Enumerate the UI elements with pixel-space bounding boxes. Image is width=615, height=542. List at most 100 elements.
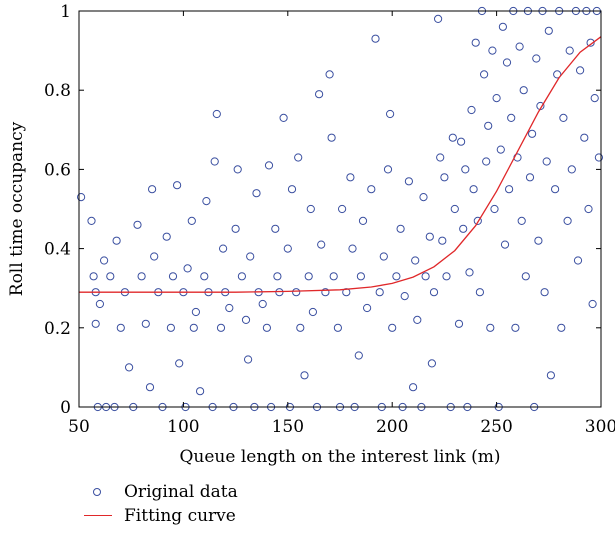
data-point <box>515 42 524 51</box>
data-point <box>100 256 109 265</box>
data-point <box>551 185 560 194</box>
data-point <box>327 133 336 142</box>
data-point <box>308 307 317 317</box>
data-point <box>475 288 484 297</box>
legend-label-fitting-curve: Fitting curve <box>124 506 236 526</box>
x-tick-label: 300 <box>585 417 615 437</box>
data-point <box>317 240 326 249</box>
data-point <box>542 157 551 166</box>
data-point <box>486 323 495 332</box>
data-point <box>409 383 418 392</box>
data-point <box>427 359 436 368</box>
data-point <box>200 272 209 281</box>
data-point <box>187 216 196 225</box>
data-point <box>258 299 267 309</box>
data-point <box>375 288 384 297</box>
x-tick-label: 250 <box>480 417 512 437</box>
data-point <box>202 197 211 206</box>
data-point <box>467 105 476 115</box>
data-point <box>440 173 449 182</box>
data-point <box>321 288 330 297</box>
legend-line-marker <box>84 506 124 526</box>
data-point <box>91 319 100 328</box>
data-point <box>576 66 585 75</box>
data-point <box>306 204 315 214</box>
y-tick-label: 1 <box>60 2 71 22</box>
x-tick-label: 150 <box>272 417 304 437</box>
data-point <box>356 272 365 281</box>
data-point <box>473 216 482 225</box>
data-point <box>325 70 334 79</box>
y-tick-label: 0.6 <box>44 160 71 180</box>
data-point <box>292 288 301 297</box>
data-point <box>252 189 261 198</box>
data-point <box>371 34 380 43</box>
data-point <box>294 153 303 162</box>
data-point <box>534 236 543 245</box>
data-point <box>469 185 478 194</box>
legend-circle-marker <box>84 482 124 502</box>
data-point <box>442 272 451 281</box>
y-tick-label: 0.2 <box>44 319 71 339</box>
data-point <box>580 133 589 142</box>
data-point <box>498 22 507 31</box>
data-point <box>162 232 171 241</box>
data-point <box>112 236 121 245</box>
data-point <box>338 204 347 214</box>
data-point <box>262 323 271 332</box>
data-point <box>329 272 338 281</box>
data-point <box>219 244 228 253</box>
data-point <box>346 173 355 182</box>
data-point <box>507 113 516 123</box>
data-point <box>125 363 134 372</box>
data-point <box>590 94 599 103</box>
data-point <box>392 272 401 281</box>
data-point <box>396 224 405 233</box>
legend-label-original-data: Original data <box>124 482 238 502</box>
data-point <box>511 323 520 332</box>
data-point <box>150 252 159 261</box>
y-axis-ticks: 0 0.2 0.4 0.6 0.8 1 <box>44 2 601 418</box>
data-point <box>244 355 253 364</box>
data-point <box>492 94 501 103</box>
data-point <box>438 236 447 245</box>
y-tick-label: 0 <box>60 398 71 418</box>
data-point <box>77 193 86 202</box>
data-point <box>573 256 583 265</box>
data-point <box>594 153 604 162</box>
data-point <box>434 14 443 23</box>
data-point <box>196 387 205 396</box>
data-point <box>141 319 150 328</box>
data-point <box>457 137 466 146</box>
data-point <box>148 185 157 194</box>
x-tick-label: 100 <box>167 417 199 437</box>
data-point <box>459 224 468 233</box>
data-point <box>183 264 192 273</box>
data-point <box>490 204 499 214</box>
data-point <box>421 272 430 281</box>
data-point <box>425 232 434 241</box>
data-point <box>532 54 541 63</box>
data-point <box>500 240 510 249</box>
data-point <box>116 323 125 332</box>
x-axis-label: Queue length on the interest link (m) <box>179 447 500 467</box>
chart-legend: Original data Fitting curve <box>84 480 238 528</box>
data-point <box>189 323 198 332</box>
data-point <box>400 292 409 301</box>
data-point <box>482 157 491 166</box>
x-axis-ticks: 50 100 150 200 250 300 <box>68 11 615 437</box>
data-point <box>448 133 457 142</box>
data-point <box>488 46 497 55</box>
data-point <box>386 109 395 119</box>
data-point <box>465 268 474 277</box>
data-point <box>567 165 576 174</box>
data-point <box>191 307 200 317</box>
data-point <box>133 220 142 229</box>
data-point <box>544 26 553 35</box>
data-point <box>525 173 535 182</box>
data-point <box>358 216 368 225</box>
data-point <box>333 323 342 332</box>
data-point <box>553 70 562 79</box>
data-point <box>166 323 175 332</box>
